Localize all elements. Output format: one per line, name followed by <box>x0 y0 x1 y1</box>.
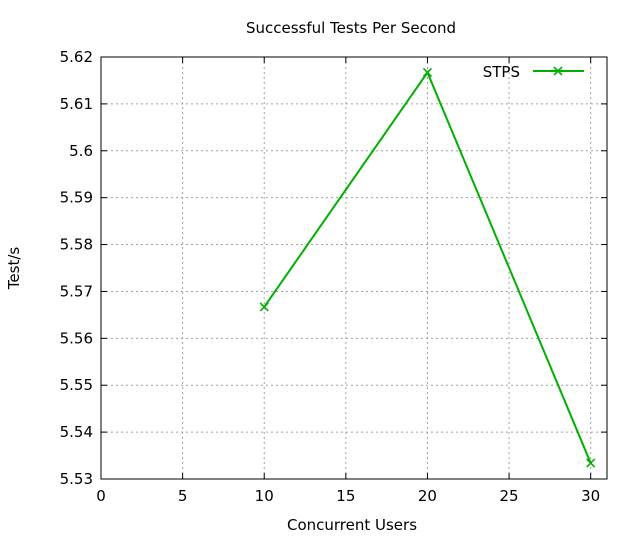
y-tick-label-4: 5.57 <box>60 282 93 300</box>
x-tick-label-3: 15 <box>336 487 355 505</box>
y-tick-label-2: 5.55 <box>60 376 93 394</box>
x-axis-label: Concurrent Users <box>287 516 417 534</box>
data-point-0-2 <box>586 458 596 468</box>
x-tick-label-1: 5 <box>178 487 188 505</box>
legend: STPS <box>483 63 584 81</box>
x-tick-label-6: 30 <box>581 487 600 505</box>
y-tick-labels: 5.53 5.54 5.55 5.56 5.57 5.58 5.59 5.6 5.61 5.62 <box>60 48 93 488</box>
data-point-0-0 <box>259 302 269 312</box>
legend-marker-stps <box>553 66 563 76</box>
y-tick-label-7: 5.6 <box>69 142 93 160</box>
data-point-0-1 <box>422 67 433 78</box>
x-tick-label-4: 20 <box>418 487 437 505</box>
y-tick-label-0: 5.53 <box>60 470 93 488</box>
grid-lines <box>101 57 607 479</box>
y-axis-label: Test/s <box>5 247 23 291</box>
x-tick-label-0: 0 <box>96 487 106 505</box>
legend-label-stps: STPS <box>483 63 520 81</box>
x-tick-label-2: 10 <box>255 487 274 505</box>
chart-title: Successful Tests Per Second <box>246 19 456 37</box>
legend-marker-cross <box>553 66 563 76</box>
series-layer <box>259 67 596 468</box>
y-tick-label-1: 5.54 <box>60 423 93 441</box>
y-tick-label-3: 5.56 <box>60 329 93 347</box>
y-tick-label-8: 5.61 <box>60 95 93 113</box>
x-tick-labels: 0 5 10 15 20 25 30 <box>96 487 600 505</box>
plot-frame <box>100 56 608 480</box>
axis-ticks <box>100 56 607 480</box>
y-tick-label-6: 5.59 <box>60 189 93 207</box>
y-tick-label-9: 5.62 <box>60 48 93 66</box>
x-tick-label-5: 25 <box>500 487 519 505</box>
y-tick-label-5: 5.58 <box>60 236 93 254</box>
